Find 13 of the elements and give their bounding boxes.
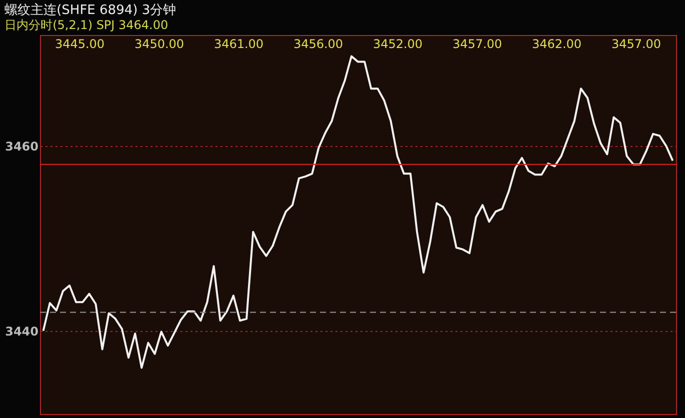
annotation: 3457.00: [611, 37, 662, 51]
annotation: 3450.00: [134, 37, 184, 51]
annotation: 3461.00: [214, 37, 264, 51]
annotation: 3452.00: [372, 37, 423, 51]
annotation: 3456.00: [293, 37, 344, 51]
chart-subtitle: 日内分时(5,2,1) SPJ 3464.00: [4, 18, 168, 32]
y-tick-label: 3460: [5, 139, 38, 154]
annotation: 3462.00: [532, 37, 582, 51]
y-tick-label: 3440: [5, 324, 38, 338]
annotation: 3445.00: [54, 37, 105, 51]
chart-title: 螺纹主连(SHFE 6894) 3分钟: [4, 2, 176, 18]
line-series: [42, 55, 674, 369]
annotation: 3457.00: [452, 37, 502, 51]
